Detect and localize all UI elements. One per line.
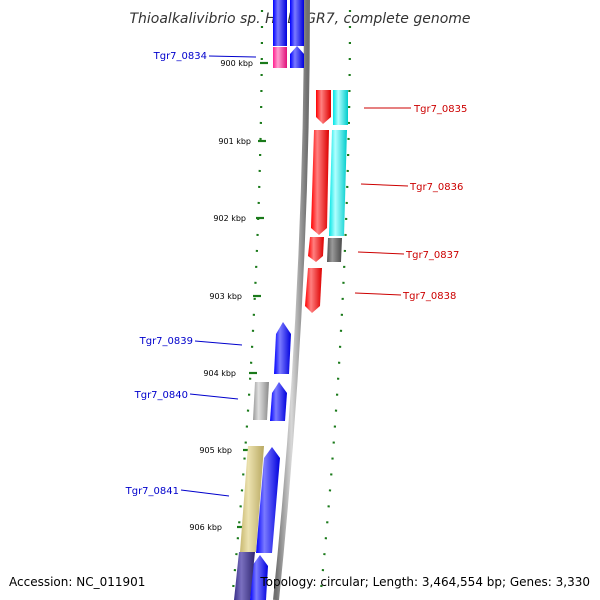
- gene-arrow[interactable]: [274, 322, 291, 374]
- kbp-label: 903 kbp: [209, 292, 242, 301]
- genome-backbone: [273, 0, 310, 600]
- rna-feature[interactable]: [240, 446, 264, 552]
- rna-feature[interactable]: [253, 382, 269, 420]
- gene-arrow[interactable]: [308, 237, 324, 262]
- gene-labels: Tgr7_0834 Tgr7_0835 Tgr7_0836 Tgr7_0837 …: [125, 51, 468, 497]
- kbp-label: 906 kbp: [189, 523, 222, 532]
- minus-strand-other-features: [234, 47, 287, 600]
- gene-arrow[interactable]: [290, 0, 304, 46]
- plus-strand-features: [305, 90, 331, 313]
- plus-strand-other-features: [327, 90, 348, 262]
- scale-labels: 900 kbp 901 kbp 902 kbp 903 kbp 904 kbp …: [189, 59, 253, 532]
- rna-feature[interactable]: [273, 47, 287, 68]
- kbp-label: 904 kbp: [203, 369, 236, 378]
- gene-arrow[interactable]: [273, 0, 287, 46]
- rna-feature[interactable]: [327, 238, 342, 262]
- gene-arrow[interactable]: [290, 46, 304, 68]
- kbp-label: 900 kbp: [220, 59, 253, 68]
- gene-label-tgr7-0839[interactable]: Tgr7_0839: [139, 336, 193, 347]
- major-ticks: [237, 61, 268, 529]
- inner-tick-ring: [230, 9, 264, 600]
- label-leader-line: [180, 489, 230, 497]
- gene-arrow[interactable]: [305, 268, 322, 313]
- minus-strand-features: [250, 0, 304, 600]
- label-leader-line: [189, 393, 239, 400]
- kbp-label: 905 kbp: [199, 446, 232, 455]
- gene-label-tgr7-0835[interactable]: Tgr7_0835: [413, 104, 467, 115]
- gene-arrow[interactable]: [270, 382, 287, 421]
- label-leader-line: [354, 292, 402, 296]
- label-leader-line: [357, 251, 405, 255]
- label-leader-line: [360, 183, 409, 187]
- genome-summary-text: Topology: circular; Length: 3,464,554 bp…: [259, 575, 590, 589]
- accession-text: Accession: NC_011901: [9, 575, 145, 589]
- gene-label-tgr7-0838[interactable]: Tgr7_0838: [402, 291, 456, 302]
- kbp-label: 902 kbp: [213, 214, 246, 223]
- gene-arrow[interactable]: [316, 90, 331, 124]
- rna-feature[interactable]: [234, 552, 255, 600]
- gene-label-tgr7-0834[interactable]: Tgr7_0834: [153, 51, 207, 62]
- gene-arrow[interactable]: [311, 130, 329, 235]
- rna-feature[interactable]: [329, 130, 347, 236]
- gene-label-tgr7-0837[interactable]: Tgr7_0837: [405, 250, 459, 261]
- label-leader-line: [208, 55, 257, 58]
- kbp-label: 901 kbp: [218, 137, 251, 146]
- gene-label-tgr7-0840[interactable]: Tgr7_0840: [134, 390, 188, 401]
- gene-arrow[interactable]: [250, 555, 268, 600]
- gene-arrow[interactable]: [256, 447, 280, 553]
- rna-feature[interactable]: [333, 90, 348, 125]
- gene-label-tgr7-0836[interactable]: Tgr7_0836: [409, 182, 463, 193]
- outer-tick-ring: [318, 9, 352, 600]
- label-leader-line: [194, 340, 243, 346]
- gene-label-tgr7-0841[interactable]: Tgr7_0841: [125, 486, 179, 497]
